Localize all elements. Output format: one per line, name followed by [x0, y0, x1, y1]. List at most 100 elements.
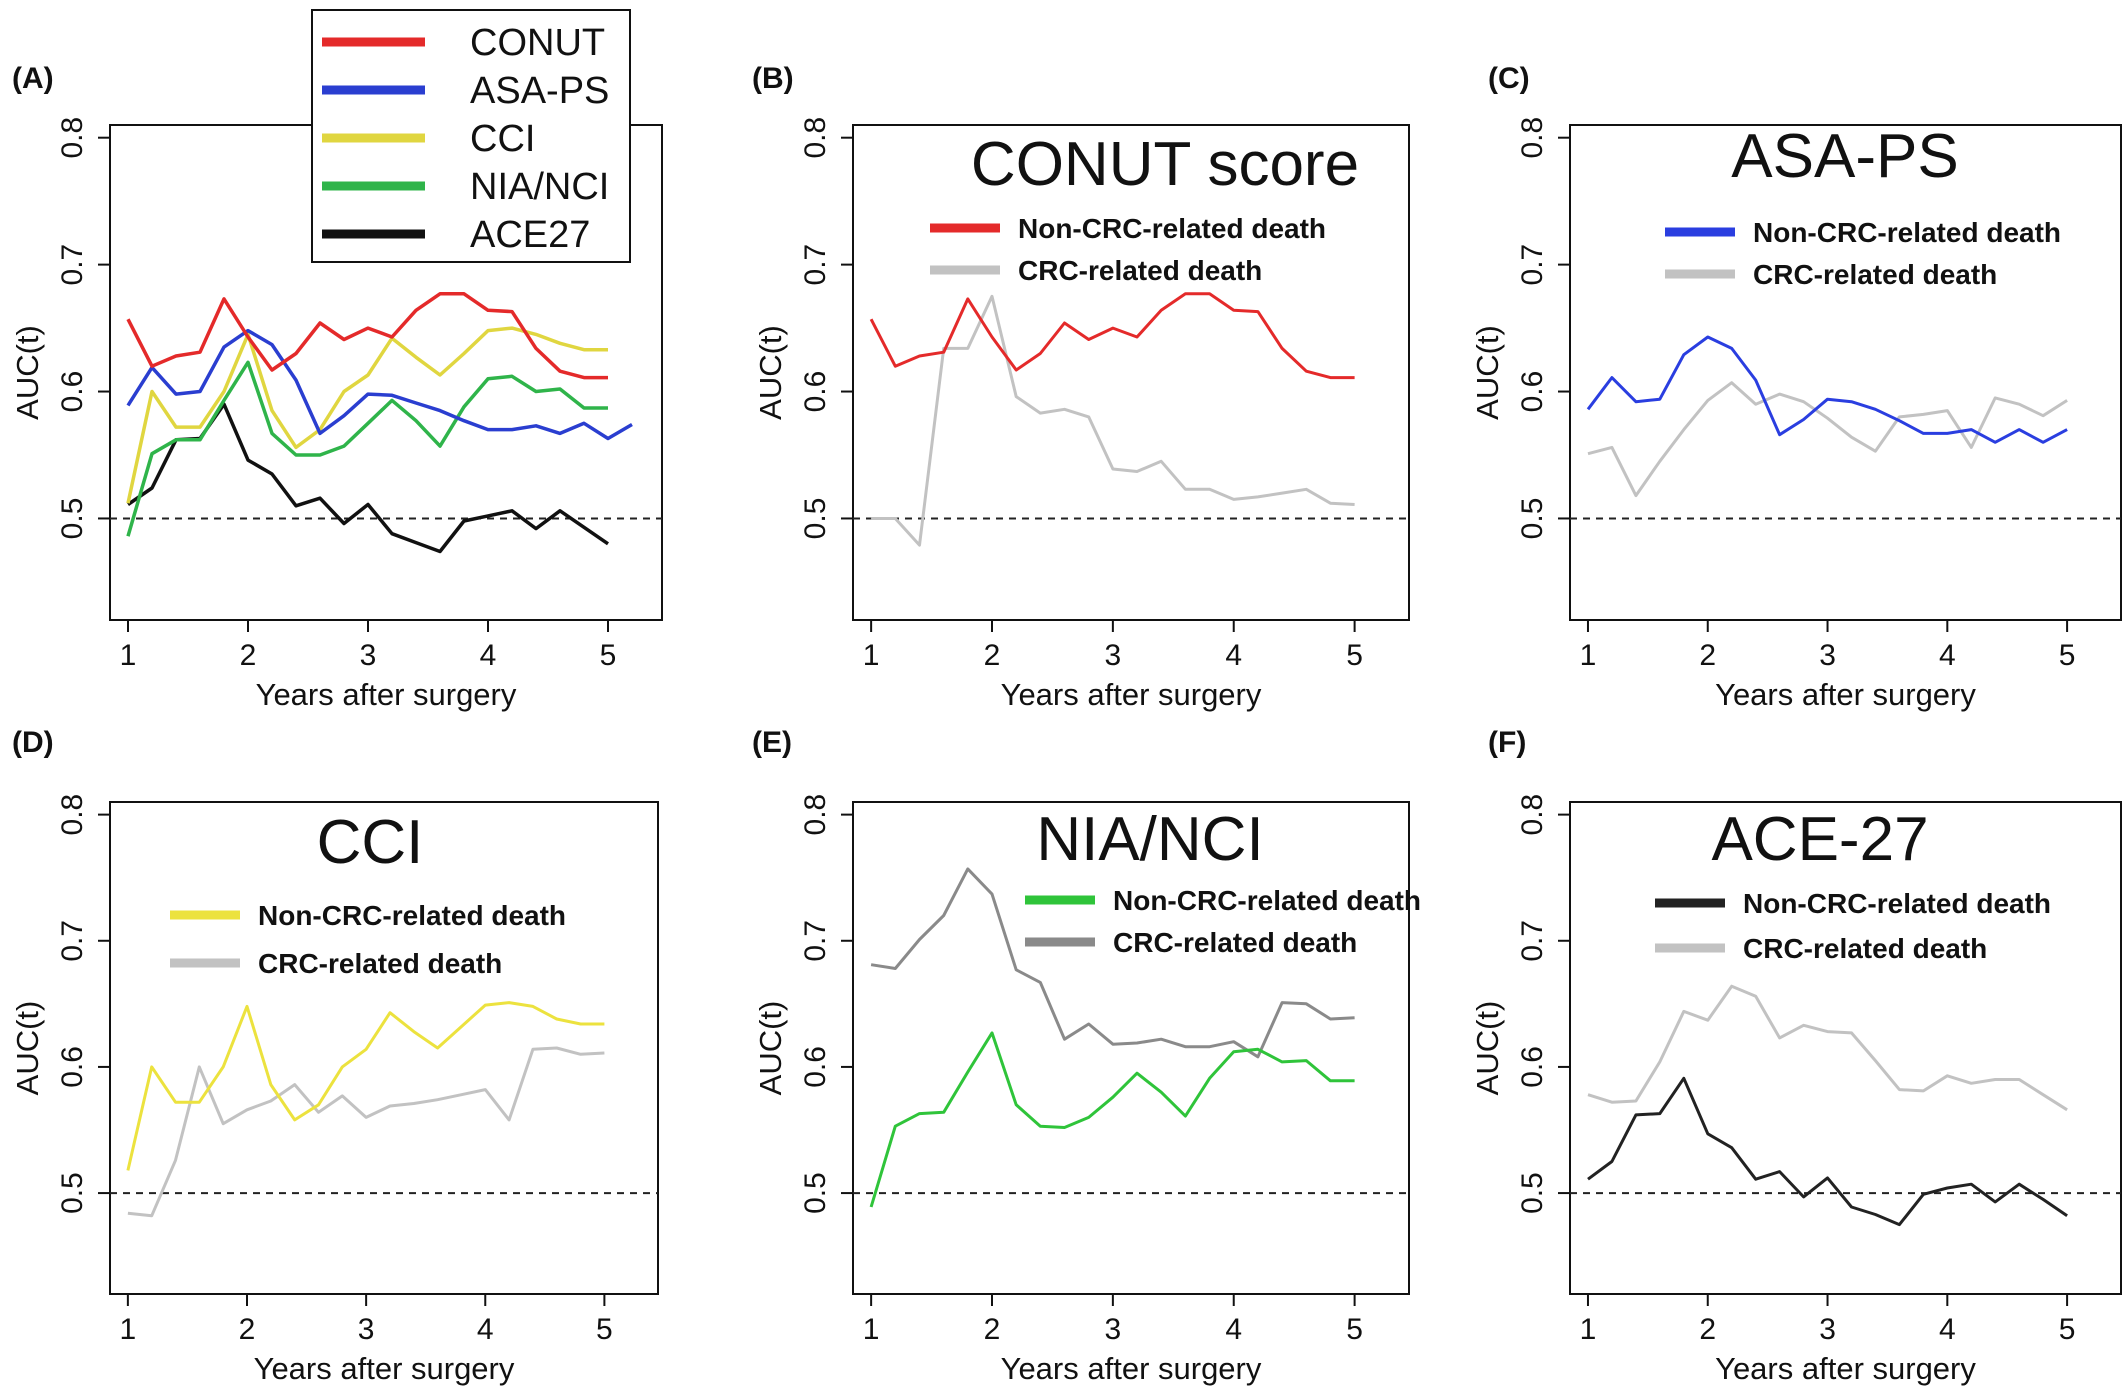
y-tick-label: 0.8 [799, 117, 832, 159]
legend-label: CRC-related death [1113, 927, 1357, 958]
x-tick-label: 3 [1819, 639, 1836, 672]
legend-label: CRC-related death [258, 948, 502, 979]
x-axis-label: Years after surgery [256, 677, 517, 712]
x-tick-label: 3 [358, 1313, 375, 1346]
y-tick-label: 0.5 [1516, 1172, 1549, 1214]
y-tick-label: 0.6 [799, 1046, 832, 1088]
y-axis-label: AUC(t) [753, 1001, 788, 1096]
x-tick-label: 3 [1105, 1313, 1122, 1346]
panel-3: (C) 1 2 3 4 5 0.5 0.6 0.7 0.8 Years after surgery A… [1470, 62, 2122, 712]
x-tick-label: 2 [984, 1313, 1001, 1346]
y-axis-label: AUC(t) [10, 325, 45, 420]
x-tick-label: 5 [596, 1313, 613, 1346]
x-tick-label: 2 [1699, 1313, 1716, 1346]
y-tick-label: 0.5 [799, 1172, 832, 1214]
x-tick-label: 1 [1580, 1313, 1597, 1346]
legend: Non-CRC-related death CRC-related death [1025, 885, 1421, 958]
legend-label: CONUT [470, 22, 605, 64]
y-tick-label: 0.6 [799, 371, 832, 413]
series-line [1587, 984, 2068, 1112]
panel-letter: (F) [1488, 726, 1526, 759]
series-line [126, 1001, 605, 1171]
plot-frame [109, 801, 659, 1295]
y-tick-label: 0.8 [1516, 117, 1549, 159]
panel-title: CCI [317, 808, 424, 877]
x-tick-label: 2 [1699, 639, 1716, 672]
y-axis-label: AUC(t) [753, 325, 788, 420]
x-tick-label: 1 [1580, 639, 1597, 672]
legend-label: CCI [470, 118, 535, 160]
panel-1: (A) 1 2 3 4 5 0.5 0.6 0.7 0.8 Years after surgery A… [10, 9, 663, 712]
y-tick-label: 0.5 [799, 498, 832, 540]
x-tick-label: 5 [1346, 1313, 1363, 1346]
panel-letter: (E) [752, 726, 792, 759]
legend: Non-CRC-related death CRC-related death [1655, 888, 2051, 964]
y-tick-label: 0.7 [799, 244, 832, 286]
series-line [870, 867, 1355, 1059]
x-tick-label: 4 [480, 639, 497, 672]
legend: Non-CRC-related death CRC-related death [1665, 217, 2061, 290]
x-tick-label: 3 [1819, 1313, 1836, 1346]
panel-title: ASA-PS [1731, 122, 1958, 191]
legend-label: Non-CRC-related death [1753, 217, 2061, 248]
y-axis-label: AUC(t) [1470, 325, 1505, 420]
y-axis-label: AUC(t) [10, 1001, 45, 1096]
series-line [869, 1031, 1355, 1208]
panel-5: (E) 1 2 3 4 5 0.5 0.6 0.7 0.8 Years after surgery A… [752, 726, 1421, 1386]
y-tick-label: 0.8 [799, 794, 832, 836]
series-line [871, 294, 1355, 547]
series-line [869, 292, 1355, 380]
legend-label: CRC-related death [1753, 259, 1997, 290]
panel-title: ACE-27 [1711, 805, 1928, 874]
series-line [126, 292, 608, 380]
y-tick-label: 0.7 [799, 920, 832, 962]
series-line [126, 326, 608, 504]
series-line [126, 328, 633, 441]
panel-6: (F) 1 2 3 4 5 0.5 0.6 0.7 0.8 Years after surgery A… [1470, 726, 2122, 1386]
legend: CONUT ASA-PS CCI NIA/NCI ACE27 [311, 9, 631, 263]
legend-label: Non-CRC-related death [1113, 885, 1421, 916]
series-line [126, 360, 608, 537]
x-tick-label: 5 [600, 639, 617, 672]
x-tick-label: 1 [120, 1313, 137, 1346]
y-tick-label: 0.5 [56, 1172, 89, 1214]
series-line [127, 1046, 605, 1218]
legend-label: Non-CRC-related death [258, 900, 566, 931]
x-tick-label: 4 [1939, 639, 1956, 672]
legend-label: Non-CRC-related death [1743, 888, 2051, 919]
y-tick-label: 0.6 [56, 371, 89, 413]
series-line [1586, 335, 2068, 444]
legend-label: CRC-related death [1743, 933, 1987, 964]
legend-label: CRC-related death [1018, 255, 1262, 286]
x-tick-label: 4 [477, 1313, 494, 1346]
y-tick-label: 0.6 [1516, 371, 1549, 413]
series-line [1587, 381, 2068, 498]
plot-frame [1569, 124, 2122, 621]
x-tick-label: 1 [120, 639, 137, 672]
legend-label: ASA-PS [470, 70, 609, 112]
y-tick-label: 0.8 [56, 117, 89, 159]
plot-frame [852, 801, 1410, 1295]
series-line [1587, 1076, 2068, 1227]
x-axis-label: Years after surgery [1001, 1351, 1262, 1386]
x-tick-label: 5 [2059, 1313, 2076, 1346]
x-tick-label: 2 [239, 1313, 256, 1346]
x-tick-label: 5 [1346, 639, 1363, 672]
panel-2: (B) 1 2 3 4 5 0.5 0.6 0.7 0.8 Years after surgery A… [752, 62, 1410, 712]
y-tick-label: 0.6 [1516, 1046, 1549, 1088]
y-tick-label: 0.5 [56, 498, 89, 540]
x-axis-label: Years after surgery [254, 1351, 515, 1386]
legend: Non-CRC-related death CRC-related death [930, 213, 1326, 286]
x-axis-label: Years after surgery [1715, 1351, 1976, 1386]
plot-frame [1569, 801, 2122, 1295]
x-tick-label: 4 [1939, 1313, 1956, 1346]
legend-label: NIA/NCI [470, 166, 609, 208]
x-axis-label: Years after surgery [1715, 677, 1976, 712]
legend: Non-CRC-related death CRC-related death [170, 900, 566, 979]
y-tick-label: 0.8 [1516, 794, 1549, 836]
x-tick-label: 4 [1225, 639, 1242, 672]
x-tick-label: 3 [360, 639, 377, 672]
legend-label: Non-CRC-related death [1018, 213, 1326, 244]
panel-letter: (B) [752, 62, 794, 95]
